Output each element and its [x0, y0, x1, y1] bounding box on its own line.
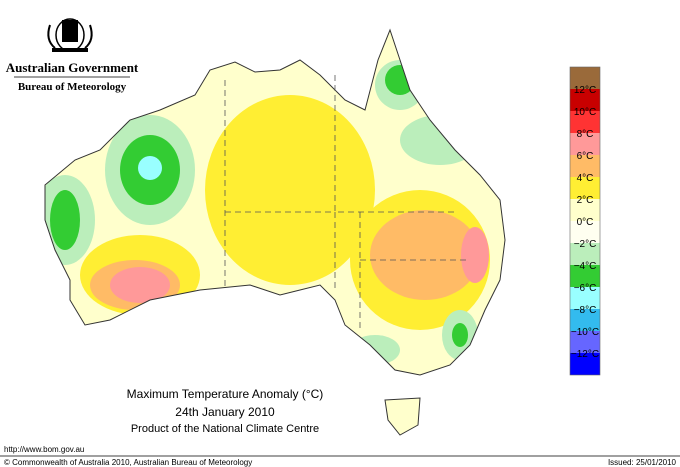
legend-label: −8°C	[574, 305, 597, 316]
legend-swatch	[570, 353, 600, 375]
legend-swatch	[570, 155, 600, 177]
legend-label: −12°C	[571, 349, 599, 360]
issued: Issued: 25/01/2010	[608, 458, 677, 467]
legend-swatch	[570, 133, 600, 155]
legend-label: 2°C	[577, 195, 594, 206]
copyright: © Commonwealth of Australia 2010, Austra…	[4, 458, 252, 467]
legend-label: 8°C	[577, 129, 594, 140]
legend-swatch	[570, 67, 600, 89]
legend-label: −10°C	[571, 327, 599, 338]
url: http://www.bom.gov.au	[4, 445, 84, 454]
legend-label: −6°C	[574, 283, 597, 294]
legend-swatch	[570, 287, 600, 309]
legend-swatch	[570, 265, 600, 287]
legend: 12°C 10°C 8°C 6°C 4°C 2°C 0°C −2°C −4°C −6°C −8°C −…	[569, 66, 601, 376]
legend-label: −4°C	[574, 261, 597, 272]
legend-label: 12°C	[574, 85, 596, 96]
logo	[47, 18, 93, 52]
legend-swatch	[570, 177, 600, 199]
legend-swatch	[570, 243, 600, 265]
legend-swatch	[570, 331, 600, 353]
legend-label: 10°C	[574, 107, 596, 118]
map-date: 24th January 2010	[175, 405, 275, 419]
legend-label: −2°C	[574, 239, 597, 250]
legend-label: 6°C	[577, 151, 594, 162]
map-title: Maximum Temperature Anomaly (°C)	[127, 387, 324, 401]
legend-swatch	[570, 199, 600, 221]
map-credit: Product of the National Climate Centre	[131, 423, 319, 435]
legend-label: 4°C	[577, 173, 594, 184]
legend-swatch	[570, 221, 600, 243]
legend-swatch	[570, 309, 600, 331]
agency: Australian Government	[6, 60, 139, 75]
legend-swatch	[570, 89, 600, 111]
legend-swatch	[570, 111, 600, 133]
legend-label: 0°C	[577, 217, 594, 228]
legend-frame	[569, 66, 601, 376]
bureau: Bureau of Meteorology	[18, 81, 127, 93]
